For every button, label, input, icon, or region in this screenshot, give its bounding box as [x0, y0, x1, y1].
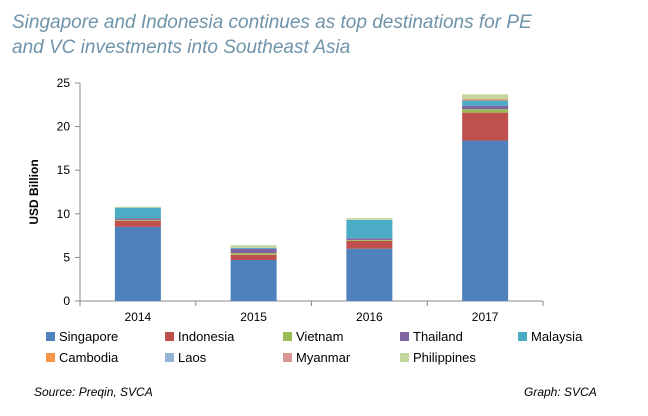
bar-segment-indonesia-2016 [346, 240, 393, 249]
legend-label-cambodia: Cambodia [59, 350, 119, 365]
legend-label-laos: Laos [178, 350, 207, 365]
y-tick-label: 10 [57, 207, 71, 221]
legend-label-indonesia: Indonesia [178, 329, 235, 344]
source-note: Source: Preqin, SVCA [34, 385, 153, 399]
legend-label-malaysia: Malaysia [531, 329, 583, 344]
y-tick-label: 5 [63, 250, 70, 264]
bar-segment-philippines-2015 [230, 245, 277, 248]
bar-segment-malaysia-2017 [462, 100, 509, 106]
bar-segment-vietnam-2016 [346, 239, 393, 241]
bar-segment-singapore-2016 [346, 248, 393, 301]
legend-label-singapore: Singapore [59, 329, 118, 344]
x-tick-label: 2015 [240, 310, 267, 324]
bar-segment-philippines-2014 [114, 206, 161, 208]
legend-swatch-thailand [400, 332, 409, 341]
bar-segment-thailand-2014 [114, 218, 161, 220]
y-tick-label: 0 [63, 294, 70, 308]
title-line-2: and VC investments into Southeast Asia [12, 37, 351, 58]
x-tick-label: 2016 [356, 310, 383, 324]
x-tick-label: 2014 [125, 310, 152, 324]
y-tick-label: 25 [57, 76, 71, 90]
legend-swatch-vietnam [283, 332, 292, 341]
bar-segment-philippines-2017 [462, 94, 509, 99]
legend-swatch-indonesia [165, 332, 174, 341]
bar-segment-thailand-2016 [346, 238, 393, 240]
bar-segment-philippines-2016 [346, 218, 393, 220]
bar-segment-thailand-2015 [230, 248, 277, 254]
legend-label-vietnam: Vietnam [296, 329, 343, 344]
bar-segment-indonesia-2015 [230, 254, 277, 261]
legend-label-thailand: Thailand [413, 329, 463, 344]
legend-label-philippines: Philippines [413, 350, 476, 365]
bar-segment-singapore-2015 [230, 260, 277, 301]
bar-segment-singapore-2014 [114, 226, 161, 301]
legend-swatch-malaysia [518, 332, 527, 341]
y-axis-label: USD Billion [27, 159, 41, 224]
legend-swatch-myanmar [283, 353, 292, 362]
bar-segment-vietnam-2014 [114, 219, 161, 221]
bar-segment-malaysia-2016 [346, 219, 393, 239]
bar-segment-cambodia-2017 [462, 99, 509, 101]
graph-credit: Graph: SVCA [524, 385, 597, 399]
bar-segment-thailand-2017 [462, 105, 509, 110]
legend-swatch-philippines [400, 353, 409, 362]
bar-segment-malaysia-2014 [114, 207, 161, 219]
y-tick-label: 20 [57, 120, 71, 134]
legend-swatch-laos [165, 353, 174, 362]
bar-segment-indonesia-2014 [114, 220, 161, 227]
bar-segment-myanmar-2017 [462, 98, 509, 100]
bar-segment-indonesia-2017 [462, 112, 509, 141]
bar-segment-vietnam-2015 [230, 253, 277, 255]
title-line-1: Singapore and Indonesia continues as top… [12, 12, 532, 33]
legend-swatch-singapore [46, 332, 55, 341]
legend-swatch-cambodia [46, 353, 55, 362]
bar-segment-singapore-2017 [462, 140, 509, 301]
bar-segment-vietnam-2017 [462, 109, 509, 113]
y-tick-label: 15 [57, 163, 71, 177]
bar-segment-malaysia-2015 [230, 247, 277, 249]
legend-label-myanmar: Myanmar [296, 350, 351, 365]
x-tick-label: 2017 [472, 310, 499, 324]
chart-title: Singapore and Indonesia continues as top… [12, 10, 642, 60]
